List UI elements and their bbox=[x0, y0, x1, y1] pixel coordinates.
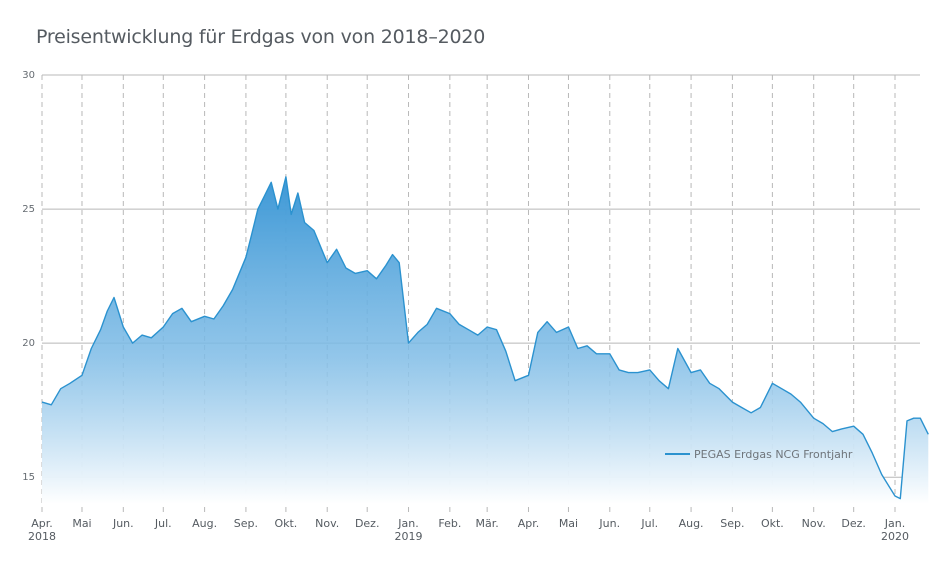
legend-label: PEGAS Erdgas NCG Frontjahr bbox=[694, 448, 853, 461]
x-tick-label: Sep. bbox=[234, 517, 258, 530]
x-tick-year-label: 2018 bbox=[28, 530, 56, 543]
chart-title: Preisentwicklung für Erdgas von von 2018… bbox=[36, 26, 486, 48]
x-tick-year-label: 2019 bbox=[395, 530, 423, 543]
x-tick-label: Jan. bbox=[397, 517, 418, 530]
x-tick-label: Feb. bbox=[438, 517, 461, 530]
x-tick-label: Nov. bbox=[802, 517, 826, 530]
y-tick-label: 15 bbox=[22, 472, 35, 483]
x-tick-label: Jun. bbox=[112, 517, 134, 530]
y-tick-label: 30 bbox=[22, 70, 35, 81]
series-line bbox=[41, 176, 929, 500]
x-tick-label: Mär. bbox=[476, 517, 499, 530]
x-tick-label: Jun. bbox=[598, 517, 620, 530]
y-axis-tick-labels: 15 20 25 30 bbox=[22, 70, 35, 483]
x-tick-label: Jul. bbox=[154, 517, 172, 530]
x-tick-label: Apr. bbox=[518, 517, 540, 530]
x-tick-label: Jan. bbox=[884, 517, 905, 530]
x-tick-label: Okt. bbox=[274, 517, 297, 530]
x-tick-year-label: 2020 bbox=[881, 530, 909, 543]
x-tick-label: Nov. bbox=[315, 517, 339, 530]
x-tick-label: Okt. bbox=[761, 517, 784, 530]
x-tick-label: Mai bbox=[559, 517, 578, 530]
x-tick-label: Mai bbox=[72, 517, 91, 530]
x-tick-label: Jul. bbox=[640, 517, 658, 530]
legend: PEGAS Erdgas NCG Frontjahr bbox=[665, 448, 853, 461]
x-tick-label: Dez. bbox=[841, 517, 866, 530]
y-tick-label: 25 bbox=[22, 204, 35, 215]
x-tick-label: Aug. bbox=[192, 517, 217, 530]
x-tick-label: Dez. bbox=[355, 517, 380, 530]
x-tick-label: Apr. bbox=[31, 517, 53, 530]
y-tick-label: 20 bbox=[22, 338, 35, 349]
series-area-fill bbox=[42, 176, 929, 504]
x-tick-label: Aug. bbox=[679, 517, 704, 530]
x-tick-label: Sep. bbox=[720, 517, 744, 530]
